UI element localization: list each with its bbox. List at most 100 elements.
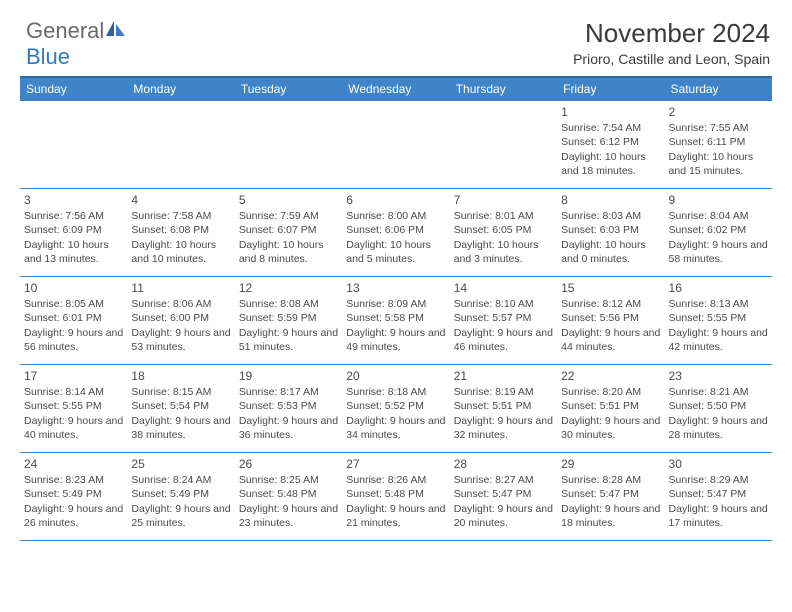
day-detail-line: Sunset: 5:55 PM	[669, 311, 768, 325]
calendar-cell: 10Sunrise: 8:05 AMSunset: 6:01 PMDayligh…	[20, 277, 127, 365]
day-detail-line: Sunrise: 8:00 AM	[346, 209, 445, 223]
day-detail-line: Sunset: 5:58 PM	[346, 311, 445, 325]
day-detail-line: Sunset: 5:53 PM	[239, 399, 338, 413]
weekday-header: Friday	[557, 77, 664, 101]
day-detail-line: Sunrise: 8:17 AM	[239, 385, 338, 399]
calendar-cell: 27Sunrise: 8:26 AMSunset: 5:48 PMDayligh…	[342, 453, 449, 541]
day-number: 27	[346, 456, 445, 472]
calendar-cell: 17Sunrise: 8:14 AMSunset: 5:55 PMDayligh…	[20, 365, 127, 453]
day-detail-line: Sunrise: 8:03 AM	[561, 209, 660, 223]
day-number: 20	[346, 368, 445, 384]
calendar-cell: 29Sunrise: 8:28 AMSunset: 5:47 PMDayligh…	[557, 453, 664, 541]
day-number: 3	[24, 192, 123, 208]
calendar-cell: 30Sunrise: 8:29 AMSunset: 5:47 PMDayligh…	[665, 453, 772, 541]
calendar-cell: 26Sunrise: 8:25 AMSunset: 5:48 PMDayligh…	[235, 453, 342, 541]
day-number: 14	[454, 280, 553, 296]
day-detail-line: Sunrise: 8:29 AM	[669, 473, 768, 487]
day-detail-line: Daylight: 10 hours and 18 minutes.	[561, 150, 660, 178]
brand-text-blue: Blue	[26, 44, 70, 69]
day-detail-line: Sunrise: 8:01 AM	[454, 209, 553, 223]
weekday-header: Tuesday	[235, 77, 342, 101]
calendar-cell: 3Sunrise: 7:56 AMSunset: 6:09 PMDaylight…	[20, 189, 127, 277]
day-detail-line: Sunset: 5:56 PM	[561, 311, 660, 325]
day-detail-line: Daylight: 9 hours and 23 minutes.	[239, 502, 338, 530]
calendar-row: 10Sunrise: 8:05 AMSunset: 6:01 PMDayligh…	[20, 277, 772, 365]
calendar-cell	[342, 101, 449, 189]
day-detail-line: Sunrise: 8:26 AM	[346, 473, 445, 487]
calendar-cell	[235, 101, 342, 189]
day-detail-line: Sunset: 5:49 PM	[24, 487, 123, 501]
day-detail-line: Sunset: 6:11 PM	[669, 135, 768, 149]
weekday-header: Saturday	[665, 77, 772, 101]
day-detail-line: Sunset: 5:54 PM	[131, 399, 230, 413]
weekday-header: Sunday	[20, 77, 127, 101]
brand-logo: General Blue	[20, 18, 126, 70]
day-detail-line: Sunrise: 8:24 AM	[131, 473, 230, 487]
calendar-cell	[450, 101, 557, 189]
day-detail-line: Sunrise: 8:09 AM	[346, 297, 445, 311]
day-detail-line: Sunrise: 8:12 AM	[561, 297, 660, 311]
calendar-cell: 8Sunrise: 8:03 AMSunset: 6:03 PMDaylight…	[557, 189, 664, 277]
day-detail-line: Daylight: 9 hours and 28 minutes.	[669, 414, 768, 442]
day-detail-line: Sunset: 6:01 PM	[24, 311, 123, 325]
day-number: 4	[131, 192, 230, 208]
day-number: 16	[669, 280, 768, 296]
day-detail-line: Daylight: 9 hours and 38 minutes.	[131, 414, 230, 442]
day-number: 1	[561, 104, 660, 120]
day-detail-line: Daylight: 10 hours and 10 minutes.	[131, 238, 230, 266]
day-number: 7	[454, 192, 553, 208]
calendar-cell: 9Sunrise: 8:04 AMSunset: 6:02 PMDaylight…	[665, 189, 772, 277]
brand-text-general: General	[26, 18, 104, 43]
day-detail-line: Sunrise: 8:13 AM	[669, 297, 768, 311]
calendar-cell: 7Sunrise: 8:01 AMSunset: 6:05 PMDaylight…	[450, 189, 557, 277]
day-number: 18	[131, 368, 230, 384]
weekday-header: Thursday	[450, 77, 557, 101]
calendar-cell: 11Sunrise: 8:06 AMSunset: 6:00 PMDayligh…	[127, 277, 234, 365]
day-detail-line: Sunset: 6:09 PM	[24, 223, 123, 237]
calendar-cell: 13Sunrise: 8:09 AMSunset: 5:58 PMDayligh…	[342, 277, 449, 365]
day-detail-line: Daylight: 9 hours and 46 minutes.	[454, 326, 553, 354]
day-detail-line: Sunrise: 8:14 AM	[24, 385, 123, 399]
day-number: 21	[454, 368, 553, 384]
day-detail-line: Daylight: 9 hours and 58 minutes.	[669, 238, 768, 266]
weekday-header: Wednesday	[342, 77, 449, 101]
day-detail-line: Daylight: 9 hours and 30 minutes.	[561, 414, 660, 442]
day-number: 30	[669, 456, 768, 472]
day-detail-line: Sunset: 5:51 PM	[454, 399, 553, 413]
day-detail-line: Sunrise: 7:55 AM	[669, 121, 768, 135]
day-detail-line: Sunset: 5:47 PM	[454, 487, 553, 501]
calendar-row: 1Sunrise: 7:54 AMSunset: 6:12 PMDaylight…	[20, 101, 772, 189]
day-detail-line: Sunset: 6:03 PM	[561, 223, 660, 237]
day-detail-line: Daylight: 9 hours and 36 minutes.	[239, 414, 338, 442]
day-number: 29	[561, 456, 660, 472]
day-detail-line: Sunset: 5:48 PM	[346, 487, 445, 501]
calendar-cell: 28Sunrise: 8:27 AMSunset: 5:47 PMDayligh…	[450, 453, 557, 541]
day-number: 8	[561, 192, 660, 208]
day-detail-line: Sunset: 5:52 PM	[346, 399, 445, 413]
day-detail-line: Daylight: 9 hours and 26 minutes.	[24, 502, 123, 530]
day-detail-line: Daylight: 10 hours and 13 minutes.	[24, 238, 123, 266]
calendar-cell: 21Sunrise: 8:19 AMSunset: 5:51 PMDayligh…	[450, 365, 557, 453]
day-number: 19	[239, 368, 338, 384]
calendar-cell	[20, 101, 127, 189]
calendar-cell: 22Sunrise: 8:20 AMSunset: 5:51 PMDayligh…	[557, 365, 664, 453]
day-detail-line: Sunrise: 7:54 AM	[561, 121, 660, 135]
day-detail-line: Sunrise: 8:28 AM	[561, 473, 660, 487]
calendar-cell	[127, 101, 234, 189]
day-detail-line: Sunset: 6:00 PM	[131, 311, 230, 325]
day-detail-line: Sunset: 5:47 PM	[669, 487, 768, 501]
day-detail-line: Sunset: 5:57 PM	[454, 311, 553, 325]
calendar-cell: 19Sunrise: 8:17 AMSunset: 5:53 PMDayligh…	[235, 365, 342, 453]
day-number: 22	[561, 368, 660, 384]
day-detail-line: Sunset: 6:12 PM	[561, 135, 660, 149]
day-detail-line: Sunset: 6:07 PM	[239, 223, 338, 237]
calendar-cell: 23Sunrise: 8:21 AMSunset: 5:50 PMDayligh…	[665, 365, 772, 453]
weekday-header-row: Sunday Monday Tuesday Wednesday Thursday…	[20, 77, 772, 101]
day-detail-line: Sunset: 6:06 PM	[346, 223, 445, 237]
calendar-cell: 18Sunrise: 8:15 AMSunset: 5:54 PMDayligh…	[127, 365, 234, 453]
calendar-cell: 24Sunrise: 8:23 AMSunset: 5:49 PMDayligh…	[20, 453, 127, 541]
day-detail-line: Sunrise: 8:19 AM	[454, 385, 553, 399]
day-detail-line: Sunrise: 8:27 AM	[454, 473, 553, 487]
calendar-cell: 4Sunrise: 7:58 AMSunset: 6:08 PMDaylight…	[127, 189, 234, 277]
calendar-cell: 25Sunrise: 8:24 AMSunset: 5:49 PMDayligh…	[127, 453, 234, 541]
